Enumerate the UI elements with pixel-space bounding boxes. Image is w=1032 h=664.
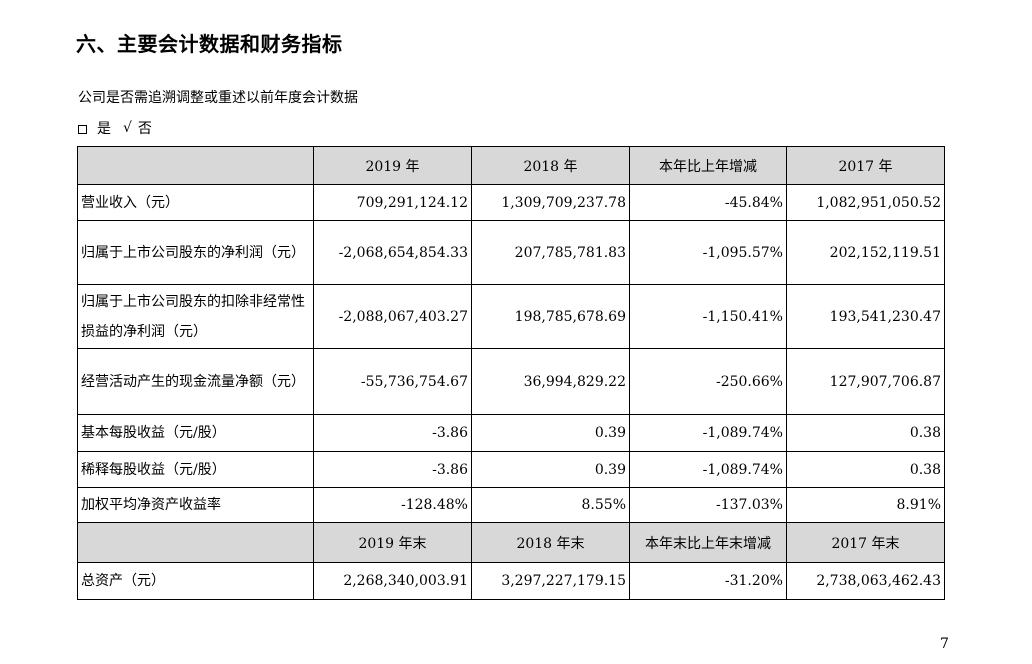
checkbox-icon bbox=[78, 124, 87, 134]
row-label: 稀释每股收益（元/股） bbox=[77, 451, 314, 488]
value-cell: -55,736,754.67 bbox=[313, 348, 472, 415]
header-cell-empty bbox=[77, 146, 314, 185]
restatement-options: 是 √ 否 bbox=[78, 118, 152, 138]
header-cell-2019-end: 2019 年末 bbox=[313, 522, 472, 563]
value-cell: 8.91% bbox=[786, 487, 945, 523]
table-row: 经营活动产生的现金流量净额（元） -55,736,754.67 36,994,8… bbox=[77, 348, 945, 415]
value-cell: 202,152,119.51 bbox=[786, 220, 945, 285]
value-cell: 36,994,829.22 bbox=[471, 348, 630, 415]
value-cell: 0.38 bbox=[786, 451, 945, 488]
value-cell: 0.39 bbox=[471, 451, 630, 488]
table-header-row: 2019 年 2018 年 本年比上年增减 2017 年 bbox=[77, 146, 945, 185]
value-cell: 198,785,678.69 bbox=[471, 284, 630, 349]
row-label: 经营活动产生的现金流量净额（元） bbox=[77, 348, 314, 415]
value-cell: 0.39 bbox=[471, 414, 630, 452]
table-row: 归属于上市公司股东的扣除非经常性损益的净利润（元） -2,088,067,403… bbox=[77, 284, 945, 349]
section-title: 六、主要会计数据和财务指标 bbox=[76, 32, 343, 56]
value-cell: -1,089.74% bbox=[629, 451, 787, 488]
table-row: 加权平均净资产收益率 -128.48% 8.55% -137.03% 8.91% bbox=[77, 487, 945, 523]
table-row: 营业收入（元） 709,291,124.12 1,309,709,237.78 … bbox=[77, 184, 945, 221]
value-cell: 193,541,230.47 bbox=[786, 284, 945, 349]
header-cell-2018: 2018 年 bbox=[471, 146, 630, 185]
row-label: 营业收入（元） bbox=[77, 184, 314, 221]
value-cell: -3.86 bbox=[313, 414, 472, 452]
table-row: 稀释每股收益（元/股） -3.86 0.39 -1,089.74% 0.38 bbox=[77, 451, 945, 488]
row-label: 加权平均净资产收益率 bbox=[77, 487, 314, 523]
page-number: 7 bbox=[940, 636, 949, 652]
table-row: 归属于上市公司股东的净利润（元） -2,068,654,854.33 207,7… bbox=[77, 220, 945, 285]
option-no-label: 否 bbox=[137, 121, 152, 137]
value-cell: 207,785,781.83 bbox=[471, 220, 630, 285]
value-cell: -137.03% bbox=[629, 487, 787, 523]
value-cell: 2,738,063,462.43 bbox=[786, 562, 945, 600]
value-cell: -250.66% bbox=[629, 348, 787, 415]
value-cell: -128.48% bbox=[313, 487, 472, 523]
row-label: 总资产（元） bbox=[77, 562, 314, 600]
row-label: 归属于上市公司股东的扣除非经常性损益的净利润（元） bbox=[77, 284, 314, 349]
value-cell: -1,089.74% bbox=[629, 414, 787, 452]
value-cell: 2,268,340,003.91 bbox=[313, 562, 472, 600]
header-cell-2017-end: 2017 年末 bbox=[786, 522, 945, 563]
value-cell: 1,082,951,050.52 bbox=[786, 184, 945, 221]
header-cell-change: 本年比上年增减 bbox=[629, 146, 787, 185]
value-cell: -45.84% bbox=[629, 184, 787, 221]
value-cell: -3.86 bbox=[313, 451, 472, 488]
value-cell: 127,907,706.87 bbox=[786, 348, 945, 415]
value-cell: 709,291,124.12 bbox=[313, 184, 472, 221]
header-cell-change-end: 本年末比上年末增减 bbox=[629, 522, 787, 563]
table-row: 基本每股收益（元/股） -3.86 0.39 -1,089.74% 0.38 bbox=[77, 414, 945, 452]
header-cell-2018-end: 2018 年末 bbox=[471, 522, 630, 563]
table-row: 总资产（元） 2,268,340,003.91 3,297,227,179.15… bbox=[77, 562, 945, 600]
header-cell-empty bbox=[77, 522, 314, 563]
financial-data-table: 2019 年 2018 年 本年比上年增减 2017 年 营业收入（元） 709… bbox=[77, 146, 945, 600]
option-yes-label: 是 bbox=[97, 121, 111, 137]
value-cell: -2,068,654,854.33 bbox=[313, 220, 472, 285]
table-header-row-2: 2019 年末 2018 年末 本年末比上年末增减 2017 年末 bbox=[77, 522, 945, 563]
row-label: 归属于上市公司股东的净利润（元） bbox=[77, 220, 314, 285]
value-cell: 3,297,227,179.15 bbox=[471, 562, 630, 600]
value-cell: -1,095.57% bbox=[629, 220, 787, 285]
value-cell: 8.55% bbox=[471, 487, 630, 523]
value-cell: -2,088,067,403.27 bbox=[313, 284, 472, 349]
value-cell: -1,150.41% bbox=[629, 284, 787, 349]
value-cell: -31.20% bbox=[629, 562, 787, 600]
header-cell-2019: 2019 年 bbox=[313, 146, 472, 185]
value-cell: 1,309,709,237.78 bbox=[471, 184, 630, 221]
value-cell: 0.38 bbox=[786, 414, 945, 452]
header-cell-2017: 2017 年 bbox=[786, 146, 945, 185]
restatement-question: 公司是否需追溯调整或重述以前年度会计数据 bbox=[78, 90, 358, 106]
check-mark-icon: √ bbox=[123, 120, 132, 136]
row-label: 基本每股收益（元/股） bbox=[77, 414, 314, 452]
